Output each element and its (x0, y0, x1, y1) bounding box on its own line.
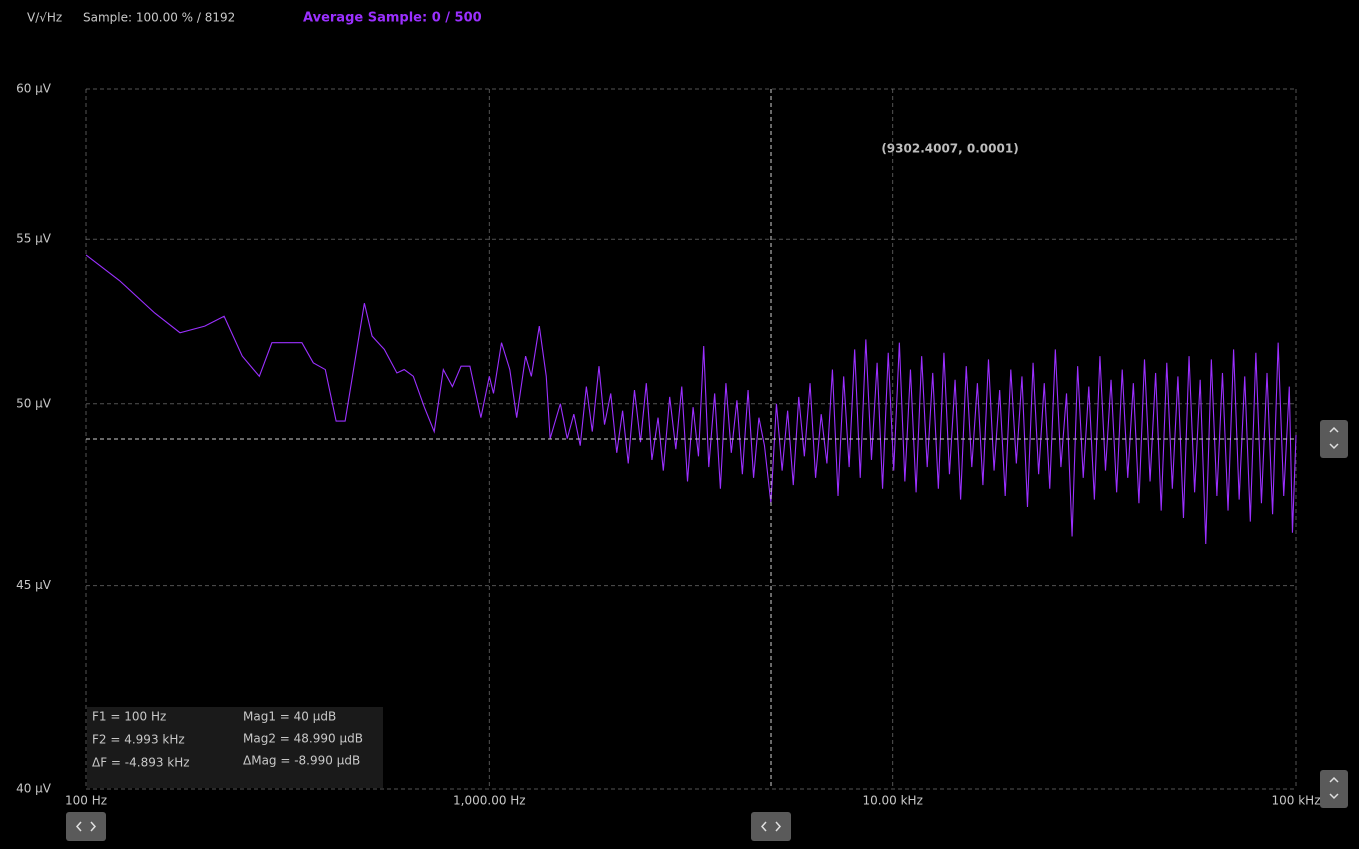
x-tick-label: 100 kHz (1272, 794, 1321, 808)
y-scroll-cursor[interactable] (1320, 420, 1348, 458)
readout-freq: F2 = 4.993 kHz (92, 733, 185, 747)
y-tick-label: 60 µV (16, 82, 52, 96)
x-scroll-cursor[interactable] (751, 812, 791, 841)
y-tick-label: 50 µV (16, 396, 52, 410)
average-label: Average Sample: 0 / 500 (303, 11, 482, 26)
x-tick-label: 10.00 kHz (862, 794, 922, 808)
readout-mag: ΔMag = -8.990 µdB (243, 754, 360, 768)
readout-freq: ΔF = -4.893 kHz (92, 756, 190, 770)
y-tick-label: 45 µV (16, 578, 52, 592)
spectrum-line (85, 254, 1297, 544)
readout-panel (87, 707, 383, 788)
sample-label: Sample: 100.00 % / 8192 (83, 11, 235, 25)
readout-mag: Mag1 = 40 µdB (243, 710, 336, 724)
y-scroll-bottom[interactable] (1320, 770, 1348, 808)
annotation: (9302.4007, 0.0001) (881, 142, 1018, 156)
x-tick-label: 100 Hz (65, 794, 107, 808)
unit-label: V/√Hz (27, 11, 62, 25)
x-tick-label: 1,000.00 Hz (453, 794, 526, 808)
y-tick-label: 40 µV (16, 782, 52, 796)
readout-freq: F1 = 100 Hz (92, 710, 166, 724)
x-scroll-left[interactable] (66, 812, 106, 841)
readout-mag: Mag2 = 48.990 µdB (243, 732, 363, 746)
y-tick-label: 55 µV (16, 232, 52, 246)
